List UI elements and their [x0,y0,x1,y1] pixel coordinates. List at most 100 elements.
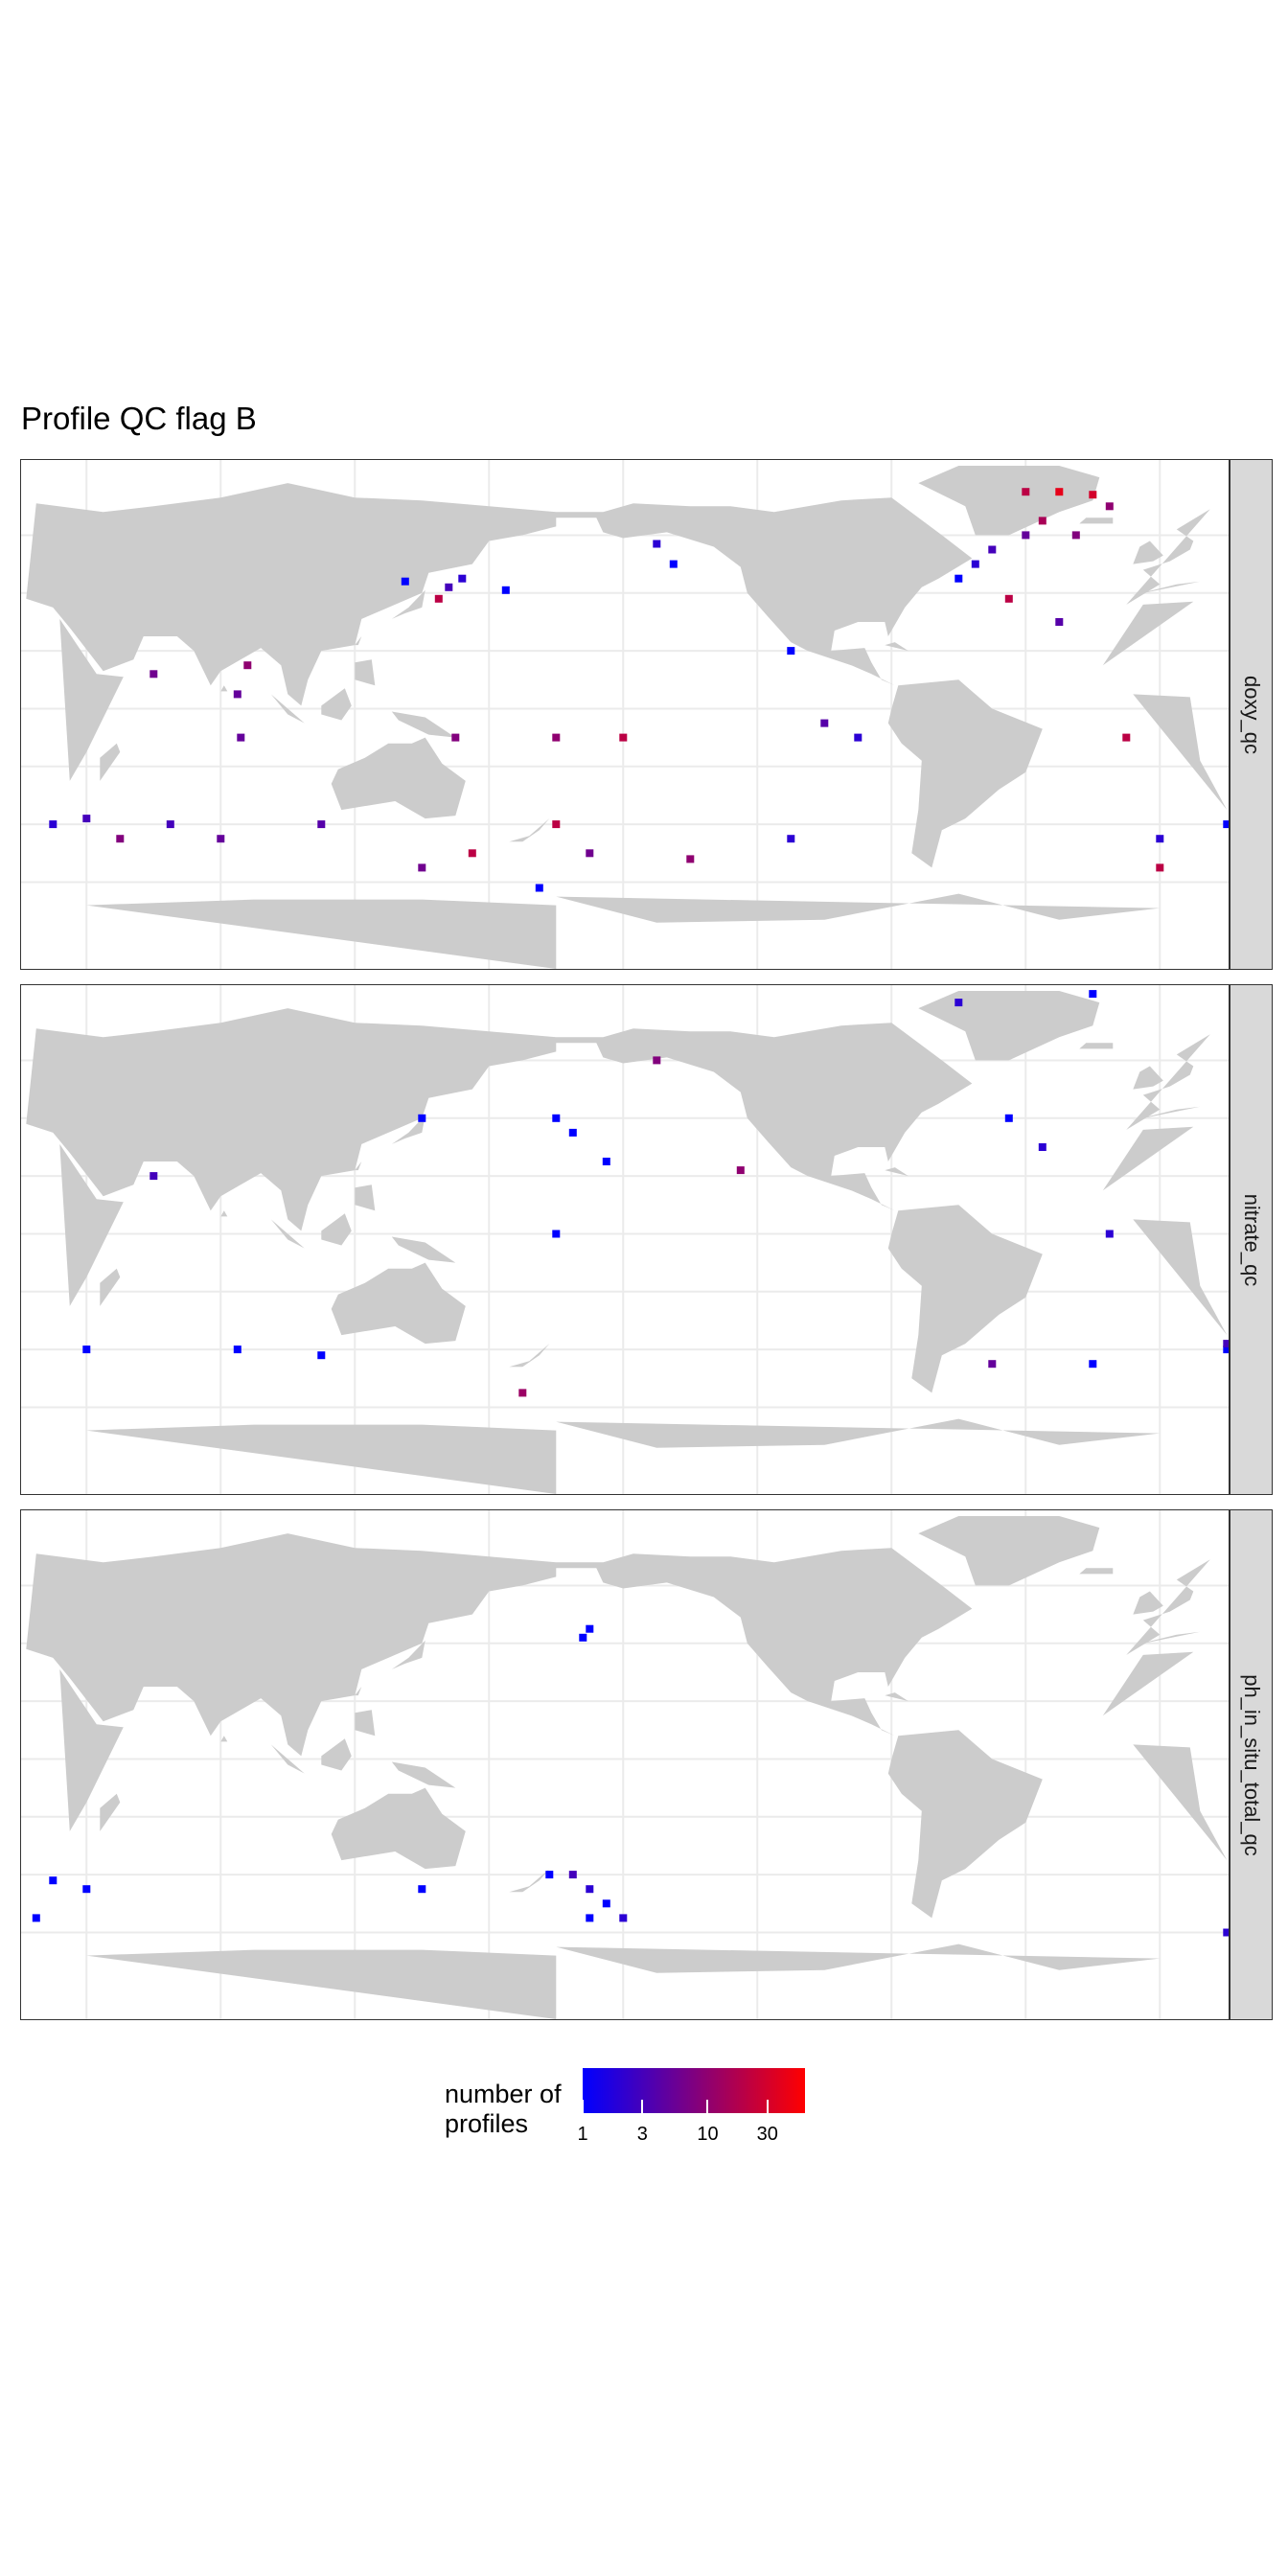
profile-count-cell [1022,531,1030,540]
profile-count-cell [468,849,476,858]
land-mass [26,991,1228,1494]
profile-count-cell [1122,733,1131,742]
profile-count-cell [32,1914,40,1922]
profile-count-cell [166,820,174,829]
facet-strip: ph_in_situ_total_qc [1230,1509,1273,2020]
profile-count-cell [82,815,91,823]
profile-count-cell [1038,1143,1046,1151]
legend-tick-mark [706,2100,709,2113]
profile-count-cell [971,560,979,568]
legend-tick-mark [766,2100,769,2113]
profile-count-cell [1055,488,1064,496]
profile-count-cell [1089,1360,1097,1368]
profile-count-cell [1223,1928,1229,1937]
profile-count-cell [787,835,795,843]
profile-count-cell [535,884,543,892]
profile-count-cell [552,733,561,742]
profile-count-cell [552,1114,561,1122]
land-mass [26,466,1228,969]
profile-count-cell [619,1914,628,1922]
profile-count-cell [49,1876,58,1885]
facet-panel-nitrate-qc: nitrate_qc [20,984,1273,1495]
profile-count-cell [586,1914,594,1922]
facet-label: nitrate_qc [1239,1193,1264,1286]
profile-count-cell [401,577,409,586]
facet-panel-ph-qc: ph_in_situ_total_qc [20,1509,1273,2020]
profile-count-cell [988,1360,997,1368]
legend-tick-label: 10 [697,2124,719,2145]
profile-count-cell [988,545,997,554]
facet-strip: nitrate_qc [1230,984,1273,1495]
profile-count-cell [586,1624,594,1633]
legend-tick-label: 1 [577,2124,588,2145]
world-map [21,985,1229,1494]
profile-count-cell [669,560,678,568]
profile-count-cell [586,1885,594,1894]
profile-count-cell [602,1158,610,1165]
profile-count-cell [653,540,661,548]
facet-label: doxy_qc [1239,675,1264,754]
profile-count-cell [552,1230,561,1238]
profile-count-cell [1105,502,1114,511]
profile-count-cell [653,1056,661,1065]
legend-title-line: profiles [445,2109,529,2138]
profile-count-cell [418,863,426,872]
map-panel [20,984,1230,1495]
facet-label: ph_in_situ_total_qc [1239,1673,1264,1856]
profile-count-cell [1071,531,1080,540]
profile-count-cell [1223,1340,1229,1348]
profile-count-cell [82,1885,91,1894]
plot-title: Profile QC flag B [21,401,257,436]
legend-tick-label: 30 [756,2124,778,2145]
profile-count-cell [1156,863,1164,872]
color-legend: number of profiles 1 3 10 30 [445,2068,828,2154]
profile-count-cell [418,1114,426,1122]
profile-count-cell [579,1633,587,1642]
profile-count-cell [1089,491,1097,499]
profile-count-cell [586,849,594,858]
profile-count-cell [1004,594,1013,603]
facet-panel-doxy-qc: doxy_qc [20,459,1273,970]
profile-count-cell [116,835,125,843]
legend-title: number of profiles [445,2080,562,2139]
profile-count-cell [1055,618,1064,626]
legend-tick-mark [641,2100,644,2113]
profile-count-cell [568,1128,577,1137]
legend-title-line: number of [445,2080,562,2108]
profile-count-cell [501,586,510,594]
profile-count-cell [317,1351,326,1360]
profile-count-cell [1089,990,1097,999]
profile-count-cell [1223,1346,1229,1354]
profile-count-cell [237,733,245,742]
profile-count-cell [602,1899,610,1908]
profile-count-cell [1105,1230,1114,1238]
profile-count-cell [1223,820,1229,829]
profile-count-cell [1156,835,1164,843]
profile-count-cell [552,820,561,829]
profile-count-cell [1038,517,1046,525]
profile-count-cell [787,647,795,656]
profile-count-cell [1022,488,1030,496]
profile-count-cell [434,594,443,603]
map-panel [20,459,1230,970]
profile-count-cell [820,719,829,727]
facet-strip: doxy_qc [1230,459,1273,970]
profile-count-cell [518,1389,527,1397]
profile-count-cell [568,1871,577,1879]
profile-count-cell [418,1885,426,1894]
map-panel [20,1509,1230,2020]
land-mass [26,1516,1228,2019]
profile-count-cell [233,690,242,699]
legend-tick-mark [582,2100,584,2113]
profile-count-cell [49,820,58,829]
profile-count-cell [854,733,862,742]
profile-count-cell [233,1346,242,1354]
profile-count-cell [243,661,252,670]
profile-count-cell [686,855,695,863]
world-map [21,460,1229,969]
profile-count-cell [619,733,628,742]
profile-count-cell [736,1166,745,1175]
profile-count-cell [545,1871,554,1879]
profile-count-cell [150,1172,158,1181]
world-map [21,1510,1229,2019]
